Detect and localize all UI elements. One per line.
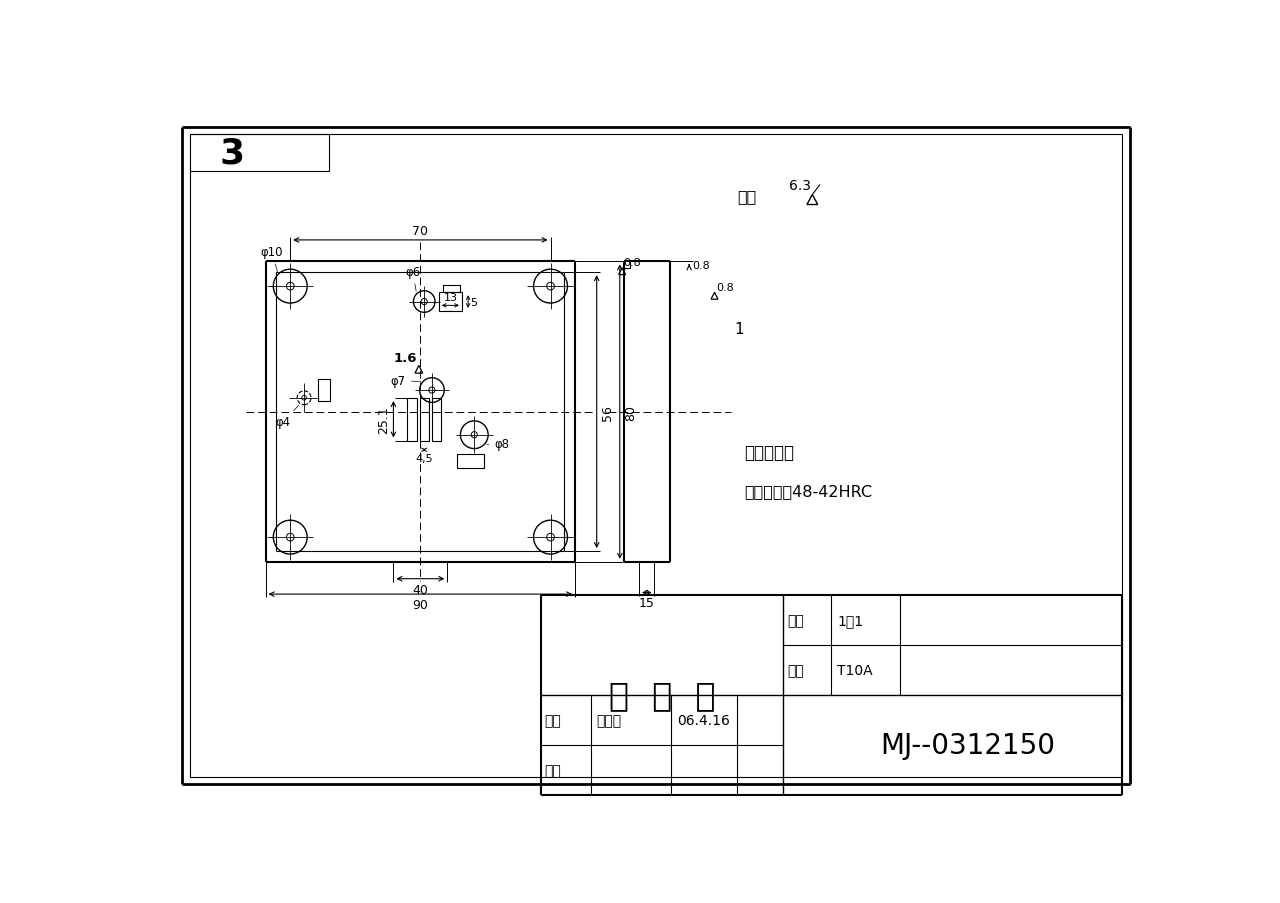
Text: T10A: T10A	[837, 663, 873, 677]
Text: 80: 80	[623, 405, 636, 420]
Bar	[457, 454, 484, 469]
Text: 技术要求：: 技术要求：	[745, 444, 795, 462]
Text: 其余: 其余	[737, 190, 756, 204]
Text: 4,5: 4,5	[416, 453, 433, 463]
Bar	[431, 399, 442, 441]
Text: 0.8: 0.8	[623, 257, 641, 267]
Text: 1: 1	[735, 322, 744, 337]
Text: 卸  料  板: 卸 料 板	[608, 679, 716, 712]
Text: 制图: 制图	[544, 713, 561, 727]
Text: φ4: φ4	[275, 405, 298, 429]
Bar	[439, 293, 462, 312]
Text: MJ--0312150: MJ--0312150	[881, 731, 1055, 759]
Text: 0.8: 0.8	[692, 260, 710, 270]
Bar	[407, 399, 416, 441]
Text: 13: 13	[443, 293, 457, 303]
Text: 6.3: 6.3	[790, 179, 812, 193]
Bar	[317, 380, 330, 402]
Text: 25.1: 25.1	[378, 406, 390, 433]
Bar	[443, 285, 460, 293]
Text: 15: 15	[639, 596, 654, 609]
Text: 1.6: 1.6	[394, 351, 417, 365]
Bar	[420, 399, 429, 441]
Text: 比例: 比例	[787, 613, 804, 628]
Text: φ8: φ8	[486, 438, 509, 451]
Text: 90: 90	[412, 599, 429, 611]
Text: 0.8: 0.8	[716, 283, 733, 293]
Text: 70: 70	[412, 225, 429, 237]
Text: 淬火硬度为48-42HRC: 淬火硬度为48-42HRC	[745, 484, 873, 498]
Text: 40: 40	[412, 583, 429, 596]
Text: 5: 5	[471, 297, 477, 307]
Text: 56: 56	[600, 405, 613, 420]
Text: 1：1: 1：1	[837, 613, 863, 628]
Text: 3: 3	[220, 136, 244, 171]
Text: 材料: 材料	[787, 663, 804, 677]
Text: φ10: φ10	[260, 247, 283, 273]
Text: φ6: φ6	[404, 266, 420, 292]
Text: 朱立磊: 朱立磊	[596, 713, 622, 727]
Text: φ7: φ7	[390, 375, 421, 388]
Text: 审核: 审核	[544, 763, 561, 777]
Text: 06.4.16: 06.4.16	[677, 713, 731, 727]
